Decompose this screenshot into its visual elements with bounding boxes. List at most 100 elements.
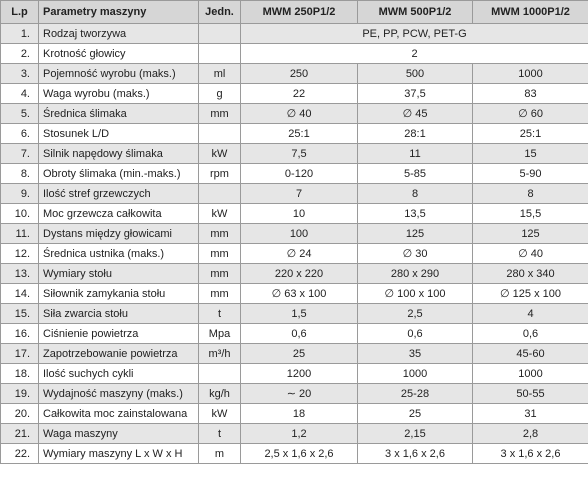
parameter-name: Moc grzewcza całkowita (38, 203, 199, 224)
value-cell: 4 (472, 303, 588, 324)
value-cell: 0,6 (472, 323, 588, 344)
value-cell: 25:1 (472, 123, 588, 144)
value-cell: 1000 (472, 363, 588, 384)
value-cell: 35 (357, 343, 473, 364)
unit (198, 183, 241, 204)
header-cell: Parametry maszyny (38, 0, 199, 24)
parameter-name: Całkowita moc zainstalowana (38, 403, 199, 424)
unit: kW (198, 143, 241, 164)
parameter-name: Silnik napędowy ślimaka (38, 143, 199, 164)
value-cell: 0,6 (357, 323, 473, 344)
value-cell: 280 x 340 (472, 263, 588, 284)
table-row: 3. Pojemność wyrobu (maks.) ml 250 500 1000 (0, 63, 588, 84)
value-cell: 100 (240, 223, 358, 244)
unit: mm (198, 283, 241, 304)
value-cell: ∅ 40 (472, 243, 588, 264)
row-number: 1. (0, 23, 39, 44)
row-number: 14. (0, 283, 39, 304)
value-cell: 28:1 (357, 123, 473, 144)
parameter-name: Zapotrzebowanie powietrza (38, 343, 199, 364)
row-number: 6. (0, 123, 39, 144)
table-row: 4. Waga wyrobu (maks.) g 22 37,5 83 (0, 83, 588, 104)
value-cell: 7 (240, 183, 358, 204)
value-cell: 25:1 (240, 123, 358, 144)
value-cell: ∅ 63 x 100 (240, 283, 358, 304)
value-cell: 125 (472, 223, 588, 244)
row-number: 20. (0, 403, 39, 424)
row-number: 5. (0, 103, 39, 124)
value-cell: 50-55 (472, 383, 588, 404)
unit: kW (198, 403, 241, 424)
value-cell: 5-90 (472, 163, 588, 184)
table-row: 20. Całkowita moc zainstalowana kW 18 25 31 (0, 403, 588, 424)
value-cell: 125 (357, 223, 473, 244)
value-cell: 45-60 (472, 343, 588, 364)
parameter-name: Rodzaj tworzywa (38, 23, 199, 44)
unit: m³/h (198, 343, 241, 364)
value-cell: ∼ 20 (240, 383, 358, 404)
unit: m (198, 443, 241, 464)
value-cell: 1,5 (240, 303, 358, 324)
unit (198, 363, 241, 384)
parameter-name: Krotność głowicy (38, 43, 199, 64)
unit: ml (198, 63, 241, 84)
table-row: 8. Obroty ślimaka (min.-maks.) rpm 0-120 5-8… (0, 163, 588, 184)
table-row: 7. Silnik napędowy ślimaka kW 7,5 11 15 (0, 143, 588, 164)
parameter-name: Ciśnienie powietrza (38, 323, 199, 344)
row-number: 16. (0, 323, 39, 344)
table-row: 2. Krotność głowicy 2 (0, 43, 588, 64)
row-number: 2. (0, 43, 39, 64)
table-row: 18. Ilość suchych cykli 1200 1000 1000 (0, 363, 588, 384)
value-cell: ∅ 125 x 100 (472, 283, 588, 304)
unit (198, 43, 241, 64)
row-number: 18. (0, 363, 39, 384)
row-number: 4. (0, 83, 39, 104)
row-number: 12. (0, 243, 39, 264)
parameter-name: Siła zwarcia stołu (38, 303, 199, 324)
value-cell: 2,5 (357, 303, 473, 324)
value-cell: 15,5 (472, 203, 588, 224)
value-cell: 83 (472, 83, 588, 104)
table-body: 1. Rodzaj tworzywa PE, PP, PCW, PET-G 2. Kro… (0, 23, 588, 464)
parameter-name: Obroty ślimaka (min.-maks.) (38, 163, 199, 184)
row-number: 21. (0, 423, 39, 444)
row-number: 3. (0, 63, 39, 84)
value-cell: 8 (472, 183, 588, 204)
table-row: 17. Zapotrzebowanie powietrza m³/h 25 35 45-6… (0, 343, 588, 364)
table-row: 12. Średnica ustnika (maks.) mm ∅ 24 ∅ 30 ∅ 4… (0, 243, 588, 264)
parameter-name: Wydajność maszyny (maks.) (38, 383, 199, 404)
unit: Mpa (198, 323, 241, 344)
value-cell: 2,8 (472, 423, 588, 444)
table-row: 9. Ilość stref grzewczych 7 8 8 (0, 183, 588, 204)
value-cell: ∅ 24 (240, 243, 358, 264)
header-row: L.p Parametry maszyny Jedn. MWM 250P1/2 MWM … (0, 0, 588, 24)
parameter-name: Pojemność wyrobu (maks.) (38, 63, 199, 84)
value-cell: 3 x 1,6 x 2,6 (472, 443, 588, 464)
value-cell: 500 (357, 63, 473, 84)
table-row: 14. Siłownik zamykania stołu mm ∅ 63 x 100 ∅… (0, 283, 588, 304)
header-cell: L.p (0, 0, 39, 24)
table-row: 19. Wydajność maszyny (maks.) kg/h ∼ 20 25-2… (0, 383, 588, 404)
table-row: 21. Waga maszyny t 1,2 2,15 2,8 (0, 423, 588, 444)
value-cell: 13,5 (357, 203, 473, 224)
spec-table: L.p Parametry maszyny Jedn. MWM 250P1/2 MWM … (0, 0, 588, 464)
table-row: 16. Ciśnienie powietrza Mpa 0,6 0,6 0,6 (0, 323, 588, 344)
table-row: 6. Stosunek L/D 25:1 28:1 25:1 (0, 123, 588, 144)
unit (198, 23, 241, 44)
unit: t (198, 423, 241, 444)
value-cell: 8 (357, 183, 473, 204)
value-cell: 0,6 (240, 323, 358, 344)
header-cell: MWM 250P1/2 (240, 0, 358, 24)
value-cell: ∅ 60 (472, 103, 588, 124)
row-number: 8. (0, 163, 39, 184)
parameter-name: Waga wyrobu (maks.) (38, 83, 199, 104)
value-cell: 1000 (472, 63, 588, 84)
parameter-name: Stosunek L/D (38, 123, 199, 144)
header-cell: Jedn. (198, 0, 241, 24)
value-cell: 18 (240, 403, 358, 424)
unit: mm (198, 243, 241, 264)
parameter-name: Waga maszyny (38, 423, 199, 444)
value-cell: 11 (357, 143, 473, 164)
unit: kW (198, 203, 241, 224)
